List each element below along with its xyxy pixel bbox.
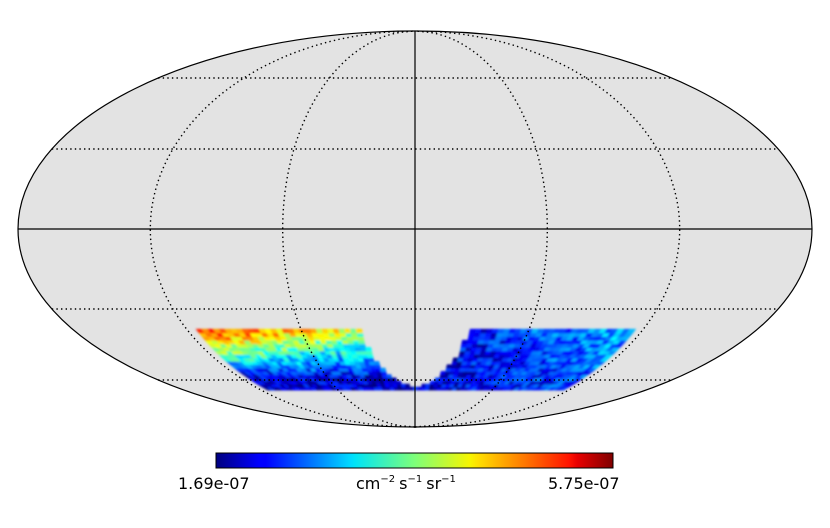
colorbar xyxy=(215,452,614,469)
data-cell xyxy=(405,383,411,388)
data-cell xyxy=(356,332,364,337)
data-cell xyxy=(365,350,373,355)
data-cell xyxy=(391,377,397,382)
data-cell xyxy=(421,386,426,391)
unit-exp-cm: −2 xyxy=(380,474,395,485)
graticule xyxy=(51,30,779,428)
data-cell xyxy=(417,386,422,391)
colorbar-max-label: 5.75e-07 xyxy=(548,474,620,493)
data-cell xyxy=(380,371,387,375)
data-cell xyxy=(396,383,403,388)
data-cell xyxy=(405,386,411,391)
data-cell xyxy=(355,328,363,334)
unit-exp-s: −1 xyxy=(407,474,422,485)
data-cell xyxy=(421,383,427,388)
data-cell xyxy=(401,386,407,391)
colorbar-min-label: 1.69e-07 xyxy=(178,474,250,493)
data-cells xyxy=(195,328,637,391)
data-cell xyxy=(365,347,372,352)
data-cell xyxy=(396,380,402,385)
unit-base-cm: cm xyxy=(356,474,380,493)
unit-base-sr: sr xyxy=(426,474,441,493)
meridian-line xyxy=(149,30,416,428)
data-cell xyxy=(400,383,407,388)
data-cell xyxy=(380,367,387,372)
data-cell xyxy=(626,328,637,334)
colorbar-unit-label: cm−2 s−1 sr−1 xyxy=(356,474,456,493)
data-cell xyxy=(413,386,419,391)
data-cell xyxy=(373,361,381,366)
unit-exp-sr: −1 xyxy=(441,474,456,485)
map-outline xyxy=(17,30,813,428)
unit-base-s: s xyxy=(399,474,407,493)
data-cell xyxy=(358,343,366,348)
data-cell xyxy=(358,339,366,345)
data-cell xyxy=(357,336,365,341)
data-cell xyxy=(386,374,393,379)
data-region xyxy=(195,328,637,391)
data-cell xyxy=(409,386,415,391)
data-cell xyxy=(366,354,374,359)
data-cell xyxy=(367,357,375,362)
data-cell xyxy=(374,364,381,369)
